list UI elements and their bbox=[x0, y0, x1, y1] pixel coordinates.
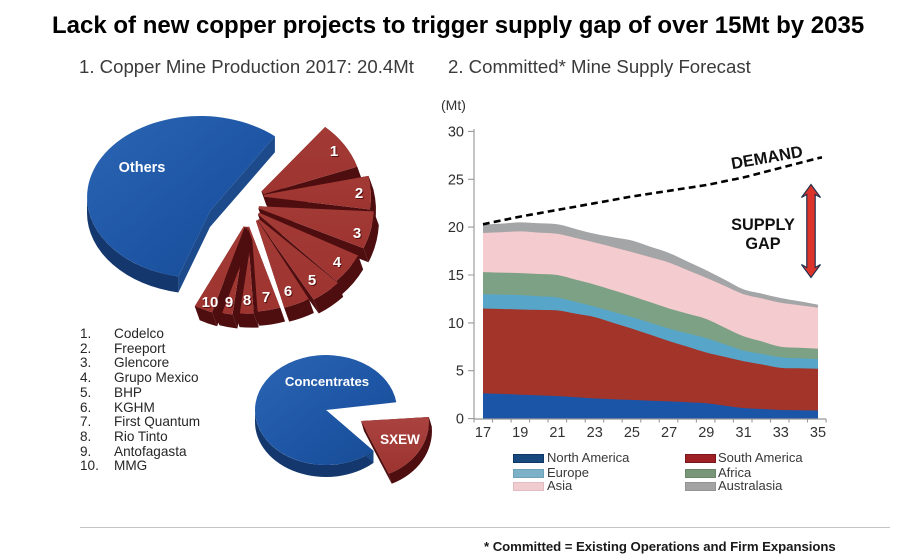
svg-text:21: 21 bbox=[549, 425, 565, 441]
svg-text:7: 7 bbox=[262, 289, 270, 306]
svg-text:5: 5 bbox=[309, 273, 317, 290]
svg-text:27: 27 bbox=[661, 425, 677, 441]
svg-text:5: 5 bbox=[456, 364, 464, 380]
svg-text:4: 4 bbox=[333, 254, 342, 271]
svg-text:GAP: GAP bbox=[745, 235, 780, 253]
svg-text:9: 9 bbox=[225, 294, 233, 311]
svg-text:25: 25 bbox=[448, 172, 464, 188]
svg-text:25: 25 bbox=[624, 425, 640, 441]
svg-text:1: 1 bbox=[330, 143, 338, 160]
svg-text:3: 3 bbox=[353, 225, 361, 242]
svg-text:1: 1 bbox=[331, 144, 339, 161]
svg-text:23: 23 bbox=[587, 425, 603, 441]
svg-text:7: 7 bbox=[263, 290, 271, 307]
svg-text:6: 6 bbox=[284, 283, 292, 300]
svg-text:6: 6 bbox=[285, 284, 293, 301]
svg-text:20: 20 bbox=[448, 220, 464, 236]
svg-text:4: 4 bbox=[334, 255, 343, 272]
svg-text:9: 9 bbox=[226, 295, 234, 312]
svg-text:DEMAND: DEMAND bbox=[730, 143, 805, 173]
svg-text:2: 2 bbox=[356, 186, 364, 203]
svg-text:10: 10 bbox=[448, 316, 464, 332]
svg-text:33: 33 bbox=[773, 425, 789, 441]
svg-text:3: 3 bbox=[354, 226, 362, 243]
svg-text:2: 2 bbox=[355, 185, 363, 202]
svg-text:29: 29 bbox=[698, 425, 714, 441]
svg-text:5: 5 bbox=[308, 272, 316, 289]
svg-text:SUPPLY: SUPPLY bbox=[731, 216, 795, 234]
svg-text:17: 17 bbox=[475, 425, 491, 441]
svg-text:31: 31 bbox=[736, 425, 752, 441]
svg-text:SXEW: SXEW bbox=[380, 432, 420, 447]
svg-text:Others: Others bbox=[119, 160, 166, 176]
svg-text:8: 8 bbox=[243, 292, 251, 309]
svg-text:30: 30 bbox=[448, 124, 464, 140]
svg-text:10: 10 bbox=[203, 295, 220, 312]
svg-text:35: 35 bbox=[810, 425, 826, 441]
svg-text:0: 0 bbox=[456, 412, 464, 428]
svg-text:15: 15 bbox=[448, 268, 464, 284]
svg-text:19: 19 bbox=[512, 425, 528, 441]
svg-text:10: 10 bbox=[202, 294, 219, 311]
svg-text:8: 8 bbox=[244, 293, 252, 310]
svg-text:Concentrates: Concentrates bbox=[285, 374, 369, 389]
